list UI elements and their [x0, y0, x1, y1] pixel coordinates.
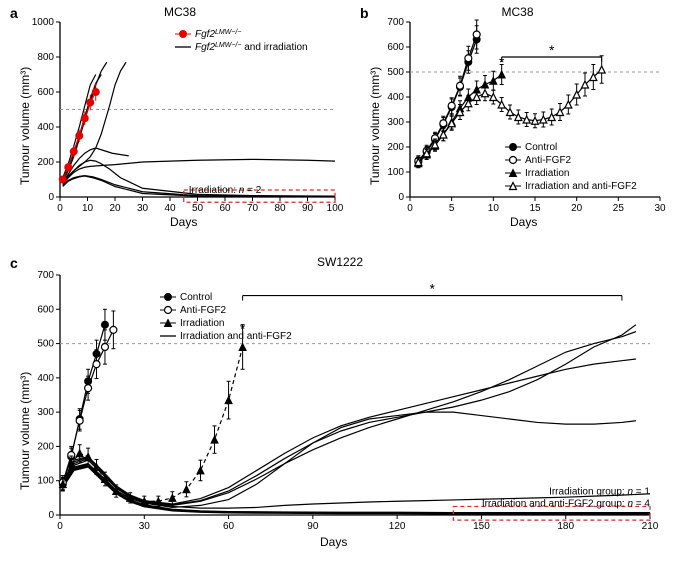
- figure-wrap: a MC38 Tumour volume (mm³) Days 01020304…: [0, 0, 681, 573]
- svg-text:*: *: [430, 281, 436, 297]
- svg-text:100: 100: [327, 203, 344, 214]
- svg-text:600: 600: [37, 304, 54, 315]
- svg-text:Irradiation: Irradiation: [180, 318, 224, 329]
- svg-text:*: *: [499, 54, 505, 70]
- svg-text:40: 40: [164, 203, 176, 214]
- svg-text:400: 400: [37, 373, 54, 384]
- svg-text:200: 200: [387, 142, 404, 153]
- svg-text:Irradiation and anti-FGF2: Irradiation and anti-FGF2: [180, 331, 292, 342]
- svg-text:70: 70: [247, 203, 259, 214]
- svg-text:300: 300: [387, 117, 404, 128]
- svg-text:120: 120: [389, 521, 406, 532]
- svg-text:400: 400: [387, 92, 404, 103]
- svg-text:0: 0: [48, 192, 54, 203]
- svg-text:500: 500: [37, 339, 54, 350]
- svg-text:20: 20: [109, 203, 121, 214]
- svg-text:Anti-FGF2: Anti-FGF2: [525, 155, 572, 166]
- svg-text:300: 300: [37, 407, 54, 418]
- svg-text:800: 800: [37, 52, 54, 63]
- svg-text:100: 100: [387, 167, 404, 178]
- svg-text:25: 25: [613, 203, 625, 214]
- svg-text:80: 80: [274, 203, 286, 214]
- svg-text:700: 700: [387, 17, 404, 28]
- svg-text:100: 100: [37, 476, 54, 487]
- svg-text:30: 30: [139, 521, 151, 532]
- svg-text:Irradiation group: n = 1: Irradiation group: n = 1: [549, 486, 650, 497]
- svg-text:90: 90: [302, 203, 314, 214]
- panel-b: b MC38 Tumour volume (mm³) Days 05101520…: [360, 5, 675, 235]
- panel-c-svg: 0 30 60 90 120 150 180 210 0 100 200 300 400 500 600 70…: [10, 267, 670, 547]
- panel-c: c SW1222 Tumour volume (mm³) Days 030609…: [10, 255, 670, 555]
- svg-text:600: 600: [37, 87, 54, 98]
- svg-text:*: *: [549, 42, 555, 58]
- panel-b-svg: 0510152025300100200300400500600700**Cont…: [360, 17, 675, 227]
- svg-text:60: 60: [219, 203, 231, 214]
- svg-text:700: 700: [37, 270, 54, 281]
- svg-text:Irradiation and anti-FGF2: Irradiation and anti-FGF2: [525, 181, 637, 192]
- svg-text:0: 0: [57, 203, 63, 214]
- svg-text:600: 600: [387, 42, 404, 53]
- svg-text:10: 10: [488, 203, 500, 214]
- svg-text:0: 0: [57, 521, 63, 532]
- svg-text:15: 15: [529, 203, 541, 214]
- svg-text:0: 0: [407, 203, 413, 214]
- svg-text:30: 30: [137, 203, 149, 214]
- svg-text:400: 400: [37, 122, 54, 133]
- svg-text:Irradiation: Irradiation: [525, 168, 569, 179]
- svg-text:Control: Control: [525, 142, 557, 153]
- svg-text:Control: Control: [180, 292, 212, 303]
- svg-text:Irradiation and anti-FGF2 grou: Irradiation and anti-FGF2 group: n = 4: [482, 498, 651, 509]
- svg-text:50: 50: [192, 203, 204, 214]
- svg-text:20: 20: [571, 203, 583, 214]
- svg-text:1000: 1000: [32, 17, 55, 28]
- svg-text:5: 5: [449, 203, 455, 214]
- svg-text:30: 30: [654, 203, 666, 214]
- svg-text:150: 150: [473, 521, 490, 532]
- svg-text:60: 60: [223, 521, 235, 532]
- svg-text:180: 180: [557, 521, 574, 532]
- panel-a: a MC38 Tumour volume (mm³) Days 01020304…: [10, 5, 350, 235]
- svg-text:90: 90: [307, 521, 319, 532]
- svg-text:500: 500: [387, 67, 404, 78]
- svg-text:0: 0: [48, 510, 54, 521]
- svg-text:10: 10: [82, 203, 94, 214]
- svg-text:Irradiation: n = 2: Irradiation: n = 2: [189, 185, 262, 196]
- panel-a-svg: 010203040506070809010002004006008001000I…: [10, 17, 350, 227]
- svg-text:Anti-FGF2: Anti-FGF2: [180, 305, 227, 316]
- svg-text:0: 0: [398, 192, 404, 203]
- svg-text:200: 200: [37, 441, 54, 452]
- svg-text:Fgf2LMW−/− and irradiation: Fgf2LMW−/− and irradiation: [195, 42, 308, 54]
- svg-text:200: 200: [37, 157, 54, 168]
- svg-text:210: 210: [642, 521, 659, 532]
- svg-text:Fgf2LMW−/−: Fgf2LMW−/−: [195, 29, 241, 41]
